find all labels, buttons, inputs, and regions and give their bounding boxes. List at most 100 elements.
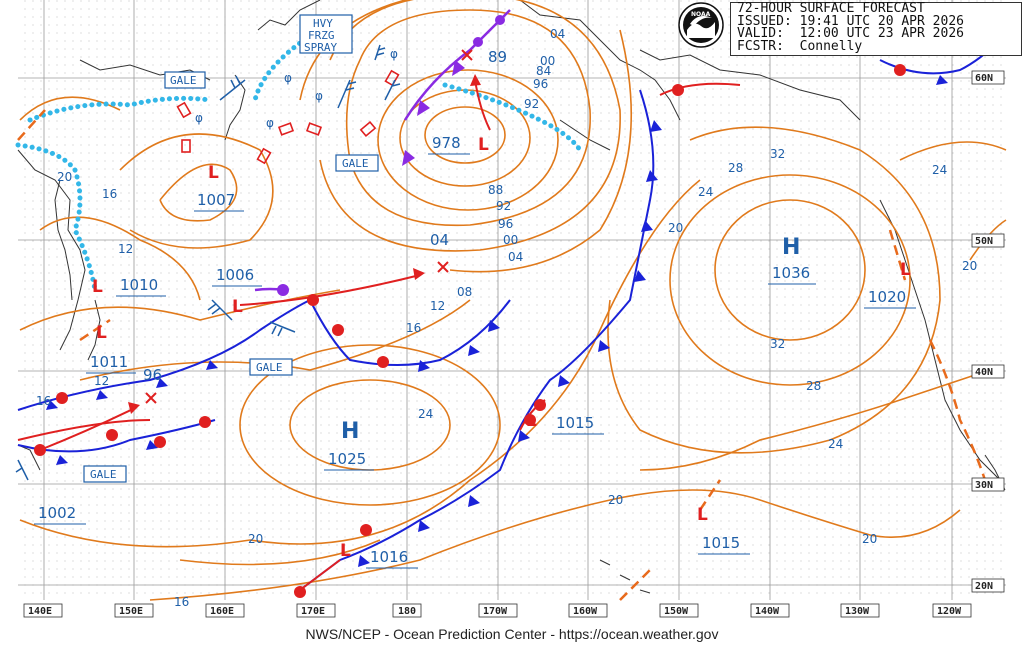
svg-text:20: 20 <box>962 259 977 273</box>
forecaster: FCSTR: Connelly <box>737 38 863 54</box>
svg-text:180: 180 <box>398 606 416 617</box>
low-pressure-1007: 1007 <box>197 191 235 209</box>
warm-front-bumps <box>34 64 906 598</box>
low-center-icon: L <box>92 277 103 297</box>
low-center-icon: L <box>697 505 708 525</box>
svg-text:140W: 140W <box>755 606 780 617</box>
svg-text:φ: φ <box>195 111 203 125</box>
svg-text:SPRAY: SPRAY <box>304 41 337 54</box>
svg-text:04: 04 <box>508 250 523 264</box>
svg-text:120W: 120W <box>937 606 962 617</box>
low-center-icon: L <box>478 135 489 155</box>
svg-text:GALE: GALE <box>170 74 197 87</box>
svg-text:FRZG: FRZG <box>308 29 335 42</box>
warning-gale: GALE <box>249 358 293 376</box>
svg-text:170E: 170E <box>301 606 325 617</box>
isobar-labels: 04 00 84 96 92 88 92 96 00 04 08 12 16 2… <box>36 27 977 609</box>
forecast-label-04: 04 <box>430 231 449 249</box>
svg-text:96: 96 <box>533 77 548 91</box>
svg-text:160W: 160W <box>573 606 598 617</box>
svg-text:NOAA: NOAA <box>691 11 711 18</box>
svg-text:20: 20 <box>668 221 683 235</box>
high-pressure-1025: 1025 <box>328 450 366 468</box>
low-center-icon: L <box>340 541 351 561</box>
issued-time: ISSUED: 19:41 UTC 20 APR 2026 <box>737 13 964 29</box>
svg-text:16: 16 <box>36 394 51 408</box>
valid-time: VALID: 12:00 UTC 23 APR 2026 <box>737 26 964 41</box>
product-title: 72-HOUR SURFACE FORECAST <box>737 1 925 16</box>
svg-text:24: 24 <box>828 437 843 451</box>
svg-text:32: 32 <box>770 147 785 161</box>
high-pressure-1036: 1036 <box>772 264 810 282</box>
svg-text:08: 08 <box>457 285 472 299</box>
svg-text:12: 12 <box>118 242 133 256</box>
svg-text:20: 20 <box>608 493 623 507</box>
svg-text:170W: 170W <box>483 606 508 617</box>
svg-text:32: 32 <box>770 337 785 351</box>
forecast-positions <box>145 49 473 404</box>
svg-text:GALE: GALE <box>342 157 369 170</box>
svg-text:50N: 50N <box>975 236 993 247</box>
low-pressure-1015a: 1015 <box>556 414 594 432</box>
svg-text:16: 16 <box>102 187 117 201</box>
svg-text:40N: 40N <box>975 367 993 378</box>
high-center-icon: H <box>341 419 359 444</box>
forecast-header: 72-HOUR SURFACE FORECAST ISSUED: 19:41 U… <box>730 2 1022 56</box>
svg-text:φ: φ <box>315 89 323 103</box>
svg-text:84: 84 <box>536 64 551 78</box>
svg-text:12: 12 <box>94 374 109 388</box>
low-centers: L L L L L L L L L <box>92 135 911 561</box>
svg-text:24: 24 <box>698 185 713 199</box>
low-center-icon: L <box>232 297 243 317</box>
phi-symbols: φ φ φ φ φ <box>195 47 398 130</box>
warning-gale: GALE <box>83 465 127 483</box>
svg-text:20: 20 <box>248 532 263 546</box>
svg-text:04: 04 <box>550 27 565 41</box>
svg-text:150W: 150W <box>664 606 689 617</box>
warning-gale: GALE <box>335 154 379 172</box>
low-pressure-1006: 1006 <box>216 266 254 284</box>
latitude-labels: 60N 50N 40N 30N 20N <box>971 70 1005 593</box>
freezing-spray-symbols <box>176 69 400 165</box>
pressure-underlines <box>34 153 916 569</box>
svg-text:20: 20 <box>862 532 877 546</box>
longitude-labels: 140E 150E 160E 170E 180 170W 160W 150W 1… <box>23 603 972 618</box>
svg-text:00: 00 <box>540 54 555 68</box>
svg-text:00: 00 <box>503 233 518 247</box>
svg-text:GALE: GALE <box>256 361 283 374</box>
svg-text:20N: 20N <box>975 581 993 592</box>
low-pressure-978: 978 <box>432 134 461 152</box>
svg-text:160E: 160E <box>210 606 234 617</box>
low-pressure-1010: 1010 <box>120 276 158 294</box>
low-center-icon: L <box>526 411 537 431</box>
pressure-values: 978 1007 1010 1011 1006 1015 1016 1015 1… <box>38 48 906 566</box>
high-center-icon: H <box>782 235 800 260</box>
svg-text:92: 92 <box>524 97 539 111</box>
troughs <box>17 109 987 601</box>
low-pressure-1015b: 1015 <box>702 534 740 552</box>
low-pressure-1002: 1002 <box>38 504 76 522</box>
svg-text:140E: 140E <box>28 606 52 617</box>
svg-text:130W: 130W <box>845 606 870 617</box>
track-arrowheads <box>128 74 481 414</box>
low-pressure-1011: 1011 <box>90 353 128 371</box>
svg-text:30N: 30N <box>975 480 993 491</box>
warning-hvy-frzg-spray: HVY FRZG SPRAY <box>299 14 353 54</box>
svg-text:88: 88 <box>488 183 503 197</box>
svg-text:24: 24 <box>418 407 433 421</box>
svg-text:28: 28 <box>806 379 821 393</box>
svg-text:HVY: HVY <box>313 17 333 30</box>
cold-front-barbs <box>46 75 948 567</box>
low-pressure-1020: 1020 <box>868 288 906 306</box>
svg-text:92: 92 <box>496 199 511 213</box>
svg-text:20: 20 <box>57 170 72 184</box>
svg-text:150E: 150E <box>119 606 143 617</box>
wind-barbs <box>15 44 401 481</box>
low-center-icon: L <box>900 260 911 280</box>
noaa-logo-icon: NOAA <box>678 2 724 48</box>
svg-text:12: 12 <box>430 299 445 313</box>
forecast-label-96: 96 <box>143 366 162 384</box>
svg-text:28: 28 <box>728 161 743 175</box>
forecast-label-89: 89 <box>488 48 507 66</box>
svg-text:φ: φ <box>284 71 292 85</box>
